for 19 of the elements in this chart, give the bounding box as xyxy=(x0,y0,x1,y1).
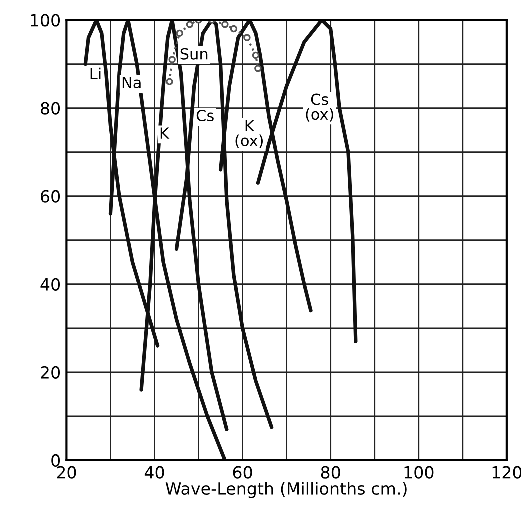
series-label: Sun xyxy=(180,48,208,60)
series-label: K (ox) xyxy=(236,120,263,148)
x-tick-label: 100 xyxy=(404,466,434,479)
series-label: Cs xyxy=(196,110,214,122)
series-label: Cs (ox) xyxy=(306,94,334,122)
y-tick-label: 0 xyxy=(52,454,60,468)
series-label: Li xyxy=(90,68,101,80)
y-tick-label: 60 xyxy=(41,190,60,203)
y-tick-label: 20 xyxy=(41,366,60,379)
x-tick-label: 40 xyxy=(144,466,164,479)
x-axis-title: Wave-Length (Millionths cm.) xyxy=(166,482,407,498)
series-label: K xyxy=(160,128,170,139)
x-tick-label: 20 xyxy=(57,466,76,479)
y-tick-label: 100 xyxy=(31,14,60,27)
series-label: Na xyxy=(122,77,141,89)
y-tick-label: 40 xyxy=(40,278,60,291)
x-tick-label: 60 xyxy=(233,466,252,479)
x-tick-label: 80 xyxy=(321,466,340,479)
y-tick-label: 80 xyxy=(41,102,60,115)
